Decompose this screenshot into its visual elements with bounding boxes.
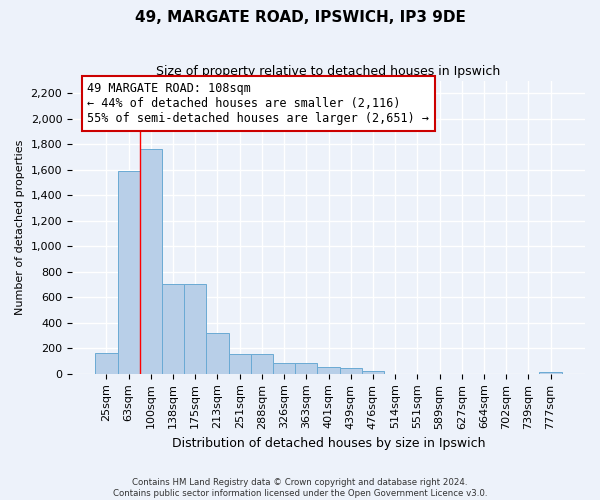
Bar [539,372,562,374]
Title: Size of property relative to detached houses in Ipswich: Size of property relative to detached ho… [157,65,500,78]
Bar [140,150,162,374]
Bar [206,333,229,374]
Bar [229,354,251,374]
Bar [118,171,140,374]
Bar [162,284,184,374]
Bar [362,372,384,374]
Bar [184,284,206,374]
Text: Contains HM Land Registry data © Crown copyright and database right 2024.
Contai: Contains HM Land Registry data © Crown c… [113,478,487,498]
Text: 49, MARGATE ROAD, IPSWICH, IP3 9DE: 49, MARGATE ROAD, IPSWICH, IP3 9DE [134,10,466,25]
Bar [273,363,295,374]
Text: 49 MARGATE ROAD: 108sqm
← 44% of detached houses are smaller (2,116)
55% of semi: 49 MARGATE ROAD: 108sqm ← 44% of detache… [88,82,430,125]
Bar [95,354,118,374]
Bar [340,368,362,374]
Y-axis label: Number of detached properties: Number of detached properties [15,140,25,315]
Bar [295,363,317,374]
Bar [317,368,340,374]
X-axis label: Distribution of detached houses by size in Ipswich: Distribution of detached houses by size … [172,437,485,450]
Bar [251,354,273,374]
